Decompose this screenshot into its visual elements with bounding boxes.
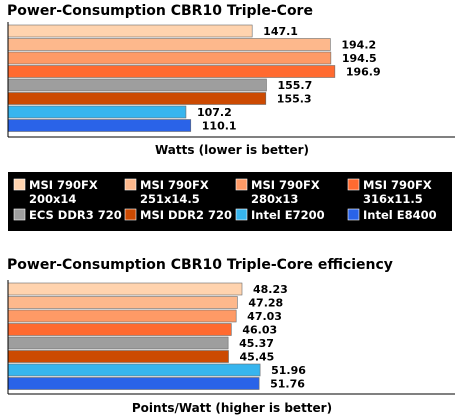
legend-swatch bbox=[13, 178, 26, 191]
legend-swatch bbox=[347, 208, 360, 221]
legend-label: MSI 790FX bbox=[363, 178, 432, 192]
bar bbox=[7, 78, 267, 92]
bar-value-label: 110.1 bbox=[202, 120, 237, 133]
legend-label-line2: 316x11.5 bbox=[363, 192, 423, 206]
bar bbox=[7, 92, 267, 105]
x-axis-label: Points/Watt (higher is better) bbox=[132, 401, 332, 415]
legend-label: MSI 790FX bbox=[140, 178, 209, 192]
legend-label: Intel E8400 bbox=[363, 208, 437, 222]
bar-value-label: 196.9 bbox=[346, 66, 381, 79]
bar bbox=[7, 24, 253, 38]
bar-value-label: 51.76 bbox=[270, 378, 305, 391]
legend-swatch bbox=[124, 208, 137, 221]
bar bbox=[7, 377, 260, 390]
bar bbox=[7, 336, 229, 350]
bar bbox=[7, 323, 232, 336]
bar bbox=[7, 309, 237, 323]
legend-background bbox=[8, 172, 452, 231]
bar-value-label: 194.5 bbox=[342, 52, 377, 65]
legend-swatch bbox=[124, 178, 137, 191]
chart-efficiency: Power-Consumption CBR10 Triple-Core effi… bbox=[7, 257, 455, 415]
bar bbox=[7, 363, 261, 377]
bar-value-label: 155.3 bbox=[277, 93, 312, 106]
chart-power: Power-Consumption CBR10 Triple-Core 147.… bbox=[7, 3, 455, 157]
legend-label: MSI 790FX bbox=[251, 178, 320, 192]
legend-swatch bbox=[13, 208, 26, 221]
bar-value-label: 147.1 bbox=[263, 25, 298, 38]
bar-value-label: 48.23 bbox=[253, 283, 288, 296]
bar-value-label: 45.37 bbox=[239, 337, 274, 350]
bar bbox=[7, 51, 332, 65]
legend-swatch bbox=[235, 208, 248, 221]
bar bbox=[7, 119, 192, 132]
legend-label-line2: 251x14.5 bbox=[140, 192, 200, 206]
bar-value-label: 47.03 bbox=[247, 310, 282, 323]
x-axis-label: Watts (lower is better) bbox=[155, 143, 309, 157]
bar bbox=[7, 105, 187, 119]
legend-label-line2: 200x14 bbox=[29, 192, 76, 206]
legend-swatch bbox=[347, 178, 360, 191]
bar-value-label: 194.2 bbox=[341, 39, 376, 52]
bar-value-label: 45.45 bbox=[240, 351, 275, 364]
legend-label: MSI 790FX bbox=[29, 178, 98, 192]
bar bbox=[7, 350, 229, 363]
bar bbox=[7, 282, 243, 296]
chart-title: Power-Consumption CBR10 Triple-Core effi… bbox=[7, 257, 393, 273]
bar-value-label: 155.7 bbox=[277, 79, 312, 92]
legend-label: ECS DDR3 720 bbox=[29, 208, 122, 222]
bar-value-label: 46.03 bbox=[242, 324, 277, 337]
bar bbox=[7, 38, 331, 51]
legend-label: Intel E7200 bbox=[251, 208, 325, 222]
legend-label-line2: 280x13 bbox=[251, 192, 298, 206]
bar-value-label: 107.2 bbox=[197, 106, 232, 119]
bar bbox=[7, 65, 336, 78]
bar-value-label: 51.96 bbox=[271, 364, 306, 377]
legend-label: MSI DDR2 720 bbox=[140, 208, 232, 222]
bar-value-label: 47.28 bbox=[248, 297, 283, 310]
legend-swatch bbox=[235, 178, 248, 191]
chart-title: Power-Consumption CBR10 Triple-Core bbox=[7, 3, 313, 19]
bar bbox=[7, 296, 238, 309]
